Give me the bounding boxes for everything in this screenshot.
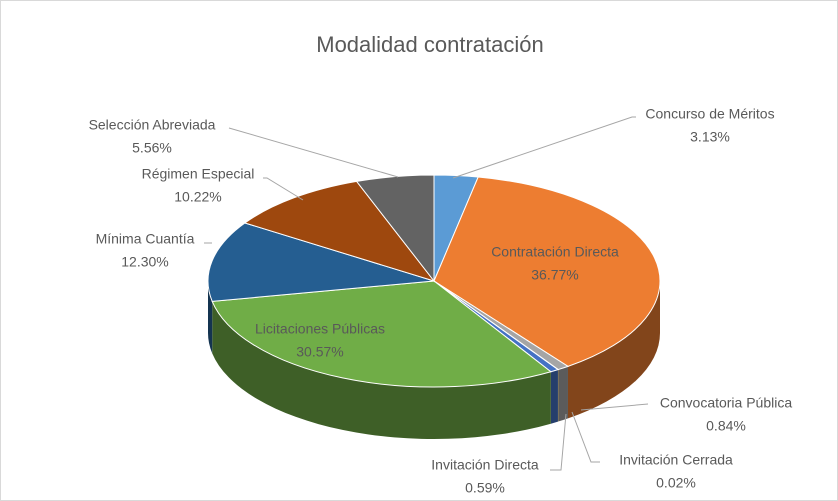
leader-line	[550, 413, 567, 471]
pie-sides	[208, 281, 660, 440]
value-label: 0.84%	[706, 418, 746, 434]
labels: Concurso de Méritos 3.13% Contratación Dir…	[89, 106, 793, 496]
category-label: Licitaciones Públicas	[255, 321, 385, 337]
category-label: Contratación Directa	[491, 244, 619, 260]
category-label: Convocatoria Pública	[660, 395, 793, 411]
slice	[207, 222, 435, 302]
leader-line	[228, 127, 399, 178]
value-label: 3.13%	[690, 129, 730, 145]
leader-line	[263, 177, 304, 201]
value-label: 10.22%	[174, 189, 221, 205]
category-label: Selección Abreviada	[89, 117, 216, 133]
value-label: 0.02%	[656, 475, 696, 491]
value-label: 0.59%	[465, 480, 505, 496]
slice-side	[558, 366, 568, 422]
category-label: Mínima Cuantía	[96, 231, 195, 247]
value-label: 5.56%	[132, 140, 172, 156]
slice	[243, 180, 436, 282]
category-label: Concurso de Méritos	[645, 106, 774, 122]
slice-side	[550, 369, 558, 424]
slice-side	[567, 281, 660, 419]
pie-tops	[207, 174, 661, 388]
value-label: 12.30%	[121, 254, 168, 270]
slice	[211, 280, 552, 388]
slice-side	[212, 301, 551, 440]
category-label: Invitación Cerrada	[619, 452, 733, 468]
category-label: Régimen Especial	[142, 166, 255, 182]
value-label: 36.77%	[531, 267, 578, 283]
category-label: Invitación Directa	[431, 457, 539, 473]
slice	[355, 174, 435, 283]
chart-title: Modalidad contratación	[316, 32, 543, 57]
slice	[433, 176, 661, 367]
leader-line	[580, 403, 649, 411]
leader-line	[452, 116, 636, 179]
value-label: 30.57%	[296, 344, 343, 360]
leader-line	[571, 411, 600, 463]
